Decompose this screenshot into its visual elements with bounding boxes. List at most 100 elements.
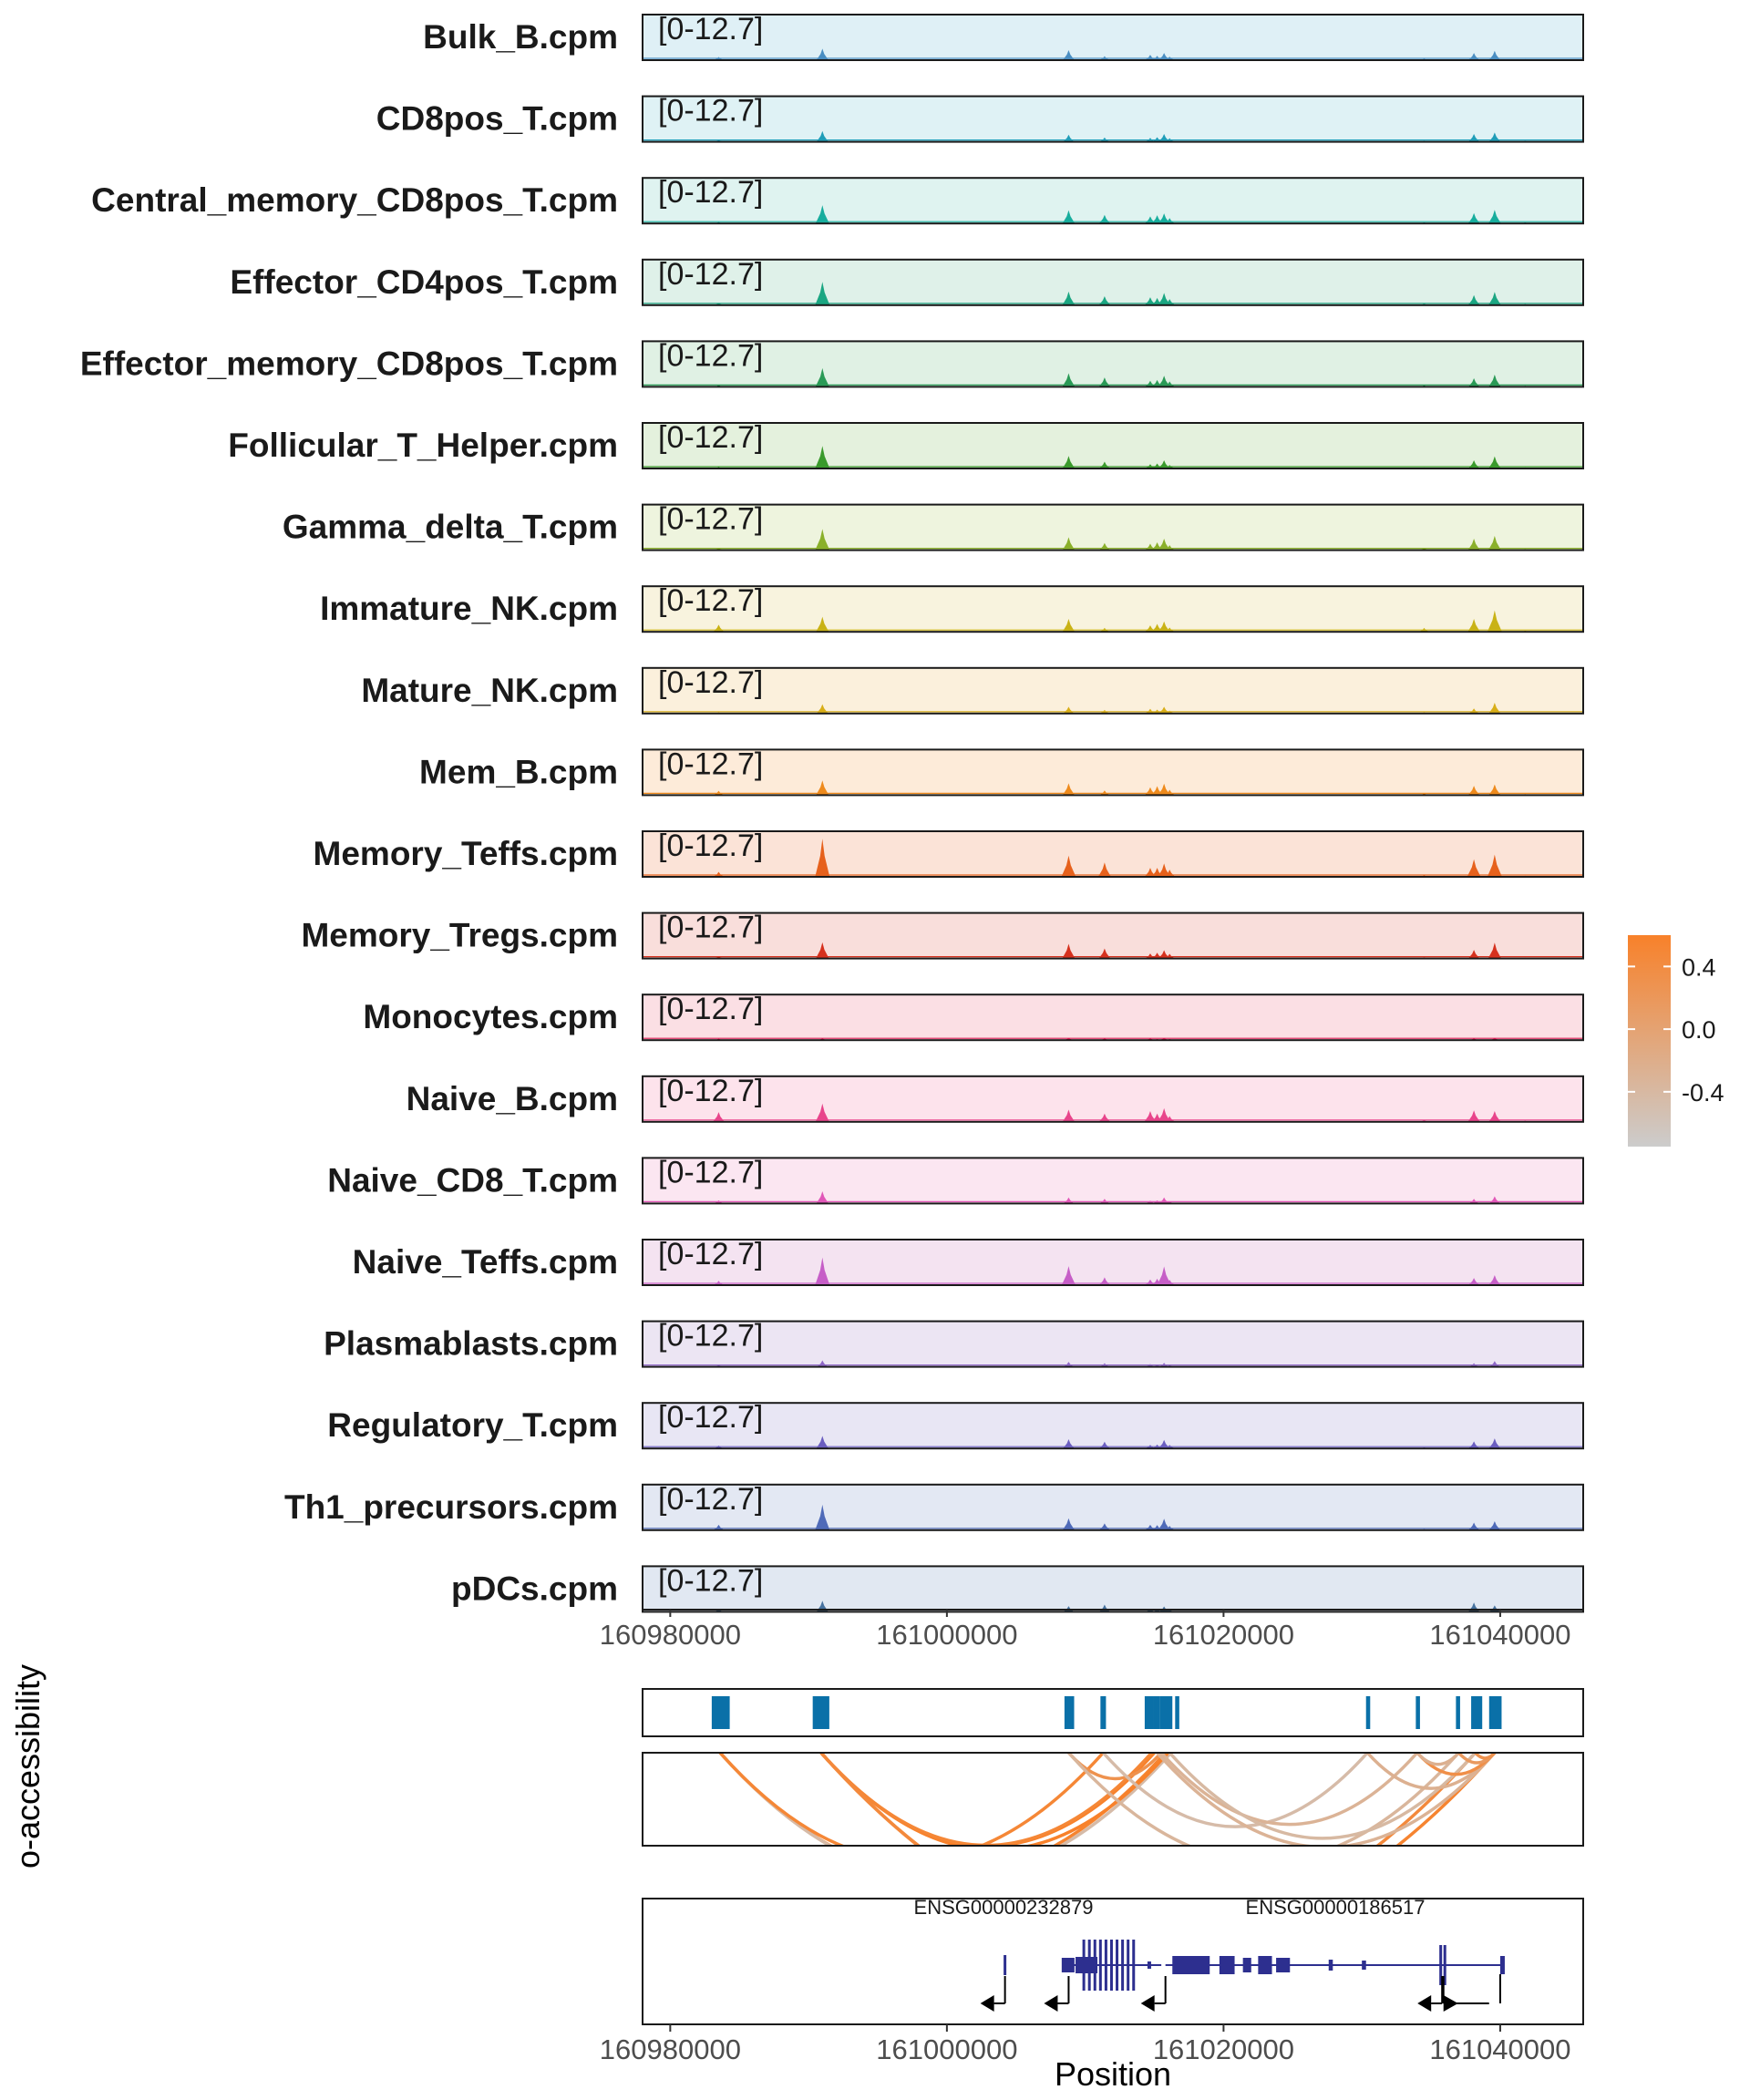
track-naive-b: Naive_B.cpm [0-12.7] bbox=[407, 1074, 1584, 1123]
coaccessibility-link-7 bbox=[819, 1753, 1477, 1846]
coverage-peak-naive-teffs-1 bbox=[815, 1257, 830, 1285]
track-background-effector-cd4pos-t bbox=[643, 259, 1583, 305]
gene-track-frame bbox=[642, 1898, 1584, 2025]
gene2-exon-end bbox=[1499, 1956, 1505, 1974]
coverage-peak-central-memory-cd8pos-t-6 bbox=[1158, 213, 1170, 224]
range-label-follicular-t-helper: [0-12.7] bbox=[658, 420, 763, 455]
coverage-peak-plasmablasts-6 bbox=[1158, 1363, 1169, 1367]
track-background-naive-b bbox=[643, 1076, 1583, 1122]
coaccessibility-link-18 bbox=[1474, 1753, 1497, 1760]
coverage-peak-memory-tregs-9 bbox=[1467, 950, 1480, 959]
track-regulatory-t: Regulatory_T.cpm [0-12.7] bbox=[327, 1400, 1584, 1450]
coverage-peak-immature-nk-2 bbox=[1062, 619, 1076, 633]
peaks-track bbox=[642, 1688, 1584, 1737]
gene2-long-exon-0 bbox=[1439, 1945, 1443, 1985]
coverage-peak-follicular-t-helper-9 bbox=[1467, 459, 1480, 468]
peaks-track-frame bbox=[642, 1688, 1584, 1737]
track-label-mature-nk: Mature_NK.cpm bbox=[361, 672, 618, 709]
coverage-peak-cd8pos-t-2 bbox=[1063, 134, 1075, 142]
range-label-effector-cd4pos-t: [0-12.7] bbox=[658, 257, 763, 292]
track-background-mem-b bbox=[643, 749, 1583, 796]
gene1-exon-5 bbox=[1104, 1940, 1107, 1991]
legend-tick-label-0: 0.4 bbox=[1682, 953, 1716, 981]
peak-region-8 bbox=[1365, 1696, 1371, 1729]
track-label-naive-teffs: Naive_Teffs.cpm bbox=[353, 1243, 618, 1281]
coverage-peak-naive-b-10 bbox=[1488, 1110, 1501, 1122]
track-memory-tregs: Memory_Tregs.cpm [0-12.7] bbox=[301, 911, 1584, 960]
coverage-peak-cd8pos-t-4 bbox=[1145, 138, 1156, 142]
track-frame-naive-cd8-t bbox=[642, 1157, 1584, 1205]
track-frame-mature-nk bbox=[642, 666, 1584, 715]
peak-region-5 bbox=[1153, 1696, 1160, 1729]
coverage-peak-immature-nk-4 bbox=[1145, 625, 1156, 633]
range-label-mem-b: [0-12.7] bbox=[658, 746, 763, 781]
track-pdcs: pDCs.cpm [0-12.7] bbox=[451, 1563, 1584, 1613]
range-label-gamma-delta-t: [0-12.7] bbox=[658, 502, 763, 537]
coverage-peak-naive-teffs-9 bbox=[1468, 1278, 1480, 1285]
coverage-peak-effector-memory-cd8pos-t-2 bbox=[1062, 373, 1076, 387]
gene2-exon-1 bbox=[1219, 1956, 1235, 1974]
coverage-peak-naive-b-2 bbox=[1062, 1109, 1076, 1122]
coaccessibility-legend: 0.4 0.0 -0.4 bbox=[1628, 935, 1724, 1147]
coverage-peak-bulk-b-2 bbox=[1063, 49, 1075, 60]
gene-tick-label-161040000: 161040000 bbox=[1429, 2033, 1570, 2065]
coverage-peak-mature-nk-6 bbox=[1158, 706, 1170, 714]
range-label-pdcs: [0-12.7] bbox=[658, 1563, 763, 1598]
track-mature-nk: Mature_NK.cpm [0-12.7] bbox=[361, 665, 1584, 715]
coverage-peak-immature-nk-3 bbox=[1099, 627, 1110, 633]
range-label-naive-cd8-t: [0-12.7] bbox=[658, 1155, 763, 1189]
track-frame-plasmablasts bbox=[642, 1320, 1584, 1368]
coverage-peak-memory-teffs-3 bbox=[1097, 862, 1111, 877]
coverage-peak-memory-tregs-1 bbox=[816, 942, 829, 959]
track-label-memory-tregs: Memory_Tregs.cpm bbox=[301, 917, 618, 954]
coverage-peak-effector-cd4pos-t-3 bbox=[1098, 295, 1111, 305]
range-label-memory-teffs: [0-12.7] bbox=[658, 829, 763, 863]
track-frame-th1-precursors bbox=[642, 1483, 1584, 1531]
coverage-peak-naive-cd8-t-1 bbox=[816, 1191, 829, 1204]
peak-region-11 bbox=[1471, 1696, 1483, 1729]
track-label-regulatory-t: Regulatory_T.cpm bbox=[327, 1406, 618, 1444]
gene2-exon-2 bbox=[1242, 1958, 1251, 1972]
gene1-exon-0 bbox=[1061, 1958, 1075, 1972]
coverage-peak-cd8pos-t-6 bbox=[1158, 133, 1170, 142]
coverage-peak-th1-precursors-2 bbox=[1062, 1518, 1076, 1530]
track-immature-nk: Immature_NK.cpm [0-12.7] bbox=[320, 583, 1584, 633]
gene1-exon-10 bbox=[1132, 1940, 1136, 1991]
range-label-central-memory-cd8pos-t: [0-12.7] bbox=[658, 175, 763, 210]
track-label-th1-precursors: Th1_precursors.cpm bbox=[284, 1488, 618, 1526]
track-frame-memory-tregs bbox=[642, 911, 1584, 960]
coverage-peak-naive-cd8-t-6 bbox=[1158, 1197, 1170, 1204]
coverage-peak-bulk-b-9 bbox=[1468, 53, 1480, 60]
coverage-peak-cd8pos-t-3 bbox=[1099, 137, 1110, 142]
track-label-follicular-t-helper: Follicular_T_Helper.cpm bbox=[228, 427, 618, 464]
coaccessibility-track-frame bbox=[643, 1753, 1583, 1846]
track-label-gamma-delta-t: Gamma_delta_T.cpm bbox=[283, 509, 618, 546]
coverage-peak-mem-b-9 bbox=[1467, 786, 1480, 796]
coverage-peak-effector-cd4pos-t-10 bbox=[1488, 292, 1501, 305]
track-bulk-b: Bulk_B.cpm [0-12.7] bbox=[423, 12, 1584, 61]
coverage-peak-naive-teffs-0 bbox=[713, 1281, 725, 1285]
coverage-peak-effector-memory-cd8pos-t-7 bbox=[1164, 381, 1175, 387]
range-label-regulatory-t: [0-12.7] bbox=[658, 1400, 763, 1435]
track-gamma-delta-t: Gamma_delta_T.cpm [0-12.7] bbox=[283, 502, 1584, 551]
tss-arrow-4 bbox=[1443, 1995, 1458, 2012]
coverage-peak-follicular-t-helper-2 bbox=[1062, 456, 1076, 468]
track-central-memory-cd8pos-t: Central_memory_CD8pos_T.cpm [0-12.7] bbox=[91, 175, 1584, 225]
coverage-peak-memory-teffs-0 bbox=[713, 871, 725, 877]
tss-arrow-3 bbox=[1417, 1995, 1432, 2012]
coverage-peak-th1-precursors-9 bbox=[1468, 1522, 1480, 1530]
coverage-peak-naive-cd8-t-3 bbox=[1099, 1199, 1110, 1204]
peak-region-9 bbox=[1415, 1696, 1420, 1729]
coverage-peak-memory-teffs-1 bbox=[815, 839, 830, 877]
coverage-peak-follicular-t-helper-6 bbox=[1158, 459, 1170, 468]
coverage-peak-effector-cd4pos-t-1 bbox=[815, 282, 830, 305]
coverage-peak-plasmablasts-2 bbox=[1063, 1362, 1075, 1367]
coverage-peak-memory-teffs-6 bbox=[1158, 863, 1171, 877]
range-label-th1-precursors: [0-12.7] bbox=[658, 1482, 763, 1517]
coverage-peak-mature-nk-2 bbox=[1063, 706, 1075, 714]
track-frame-regulatory-t bbox=[642, 1402, 1584, 1450]
coverage-peak-mem-b-3 bbox=[1099, 790, 1110, 796]
track-label-plasmablasts: Plasmablasts.cpm bbox=[324, 1325, 618, 1363]
coverage-peak-cd8pos-t-1 bbox=[816, 130, 829, 142]
